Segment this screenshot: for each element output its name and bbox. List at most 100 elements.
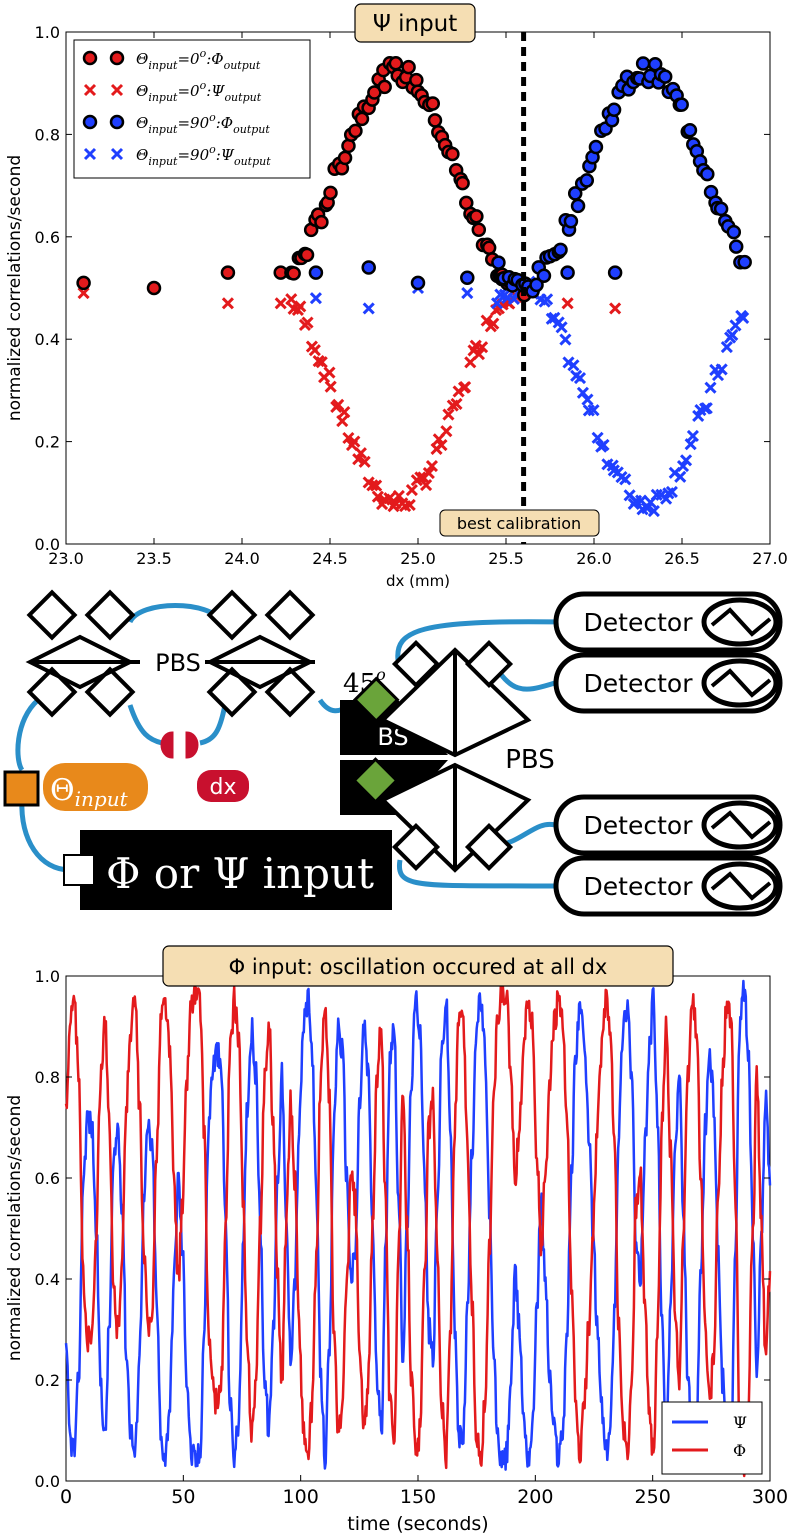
data-point bbox=[366, 479, 379, 492]
chart2-ylabel: normalized correlations/second bbox=[5, 1095, 25, 1361]
y-tick-label: 0.6 bbox=[35, 1169, 60, 1188]
fiber-to-dx-left bbox=[127, 704, 163, 746]
x-tick-label: 25.5 bbox=[488, 549, 524, 568]
data-point bbox=[427, 113, 443, 128]
pbs-block bbox=[84, 589, 136, 641]
y-tick-label: 0.0 bbox=[35, 535, 60, 554]
data-point bbox=[541, 293, 554, 306]
data-point bbox=[420, 478, 433, 492]
data-point bbox=[422, 466, 435, 480]
y-tick-label: 0.2 bbox=[35, 433, 60, 452]
data-point bbox=[471, 222, 487, 238]
data-point bbox=[314, 214, 329, 230]
source-label: Φ or Ψ input bbox=[106, 849, 374, 898]
source-block: Φ or Ψ input bbox=[63, 830, 392, 910]
data-point bbox=[606, 102, 622, 117]
data-point bbox=[455, 175, 470, 191]
pbs-right-assembly bbox=[379, 639, 532, 873]
data-point bbox=[286, 266, 301, 281]
x-tick-label: 150 bbox=[400, 1486, 436, 1508]
chart-phi-input: 0 50 100 150 200 250 300 0.0 0.2 0.4 0.6 0.8 1.0 ti… bbox=[5, 945, 788, 1535]
legend-label: Θinput=0o:Φoutput bbox=[136, 47, 261, 72]
bs-input-port bbox=[352, 676, 400, 724]
fiber-left-upper bbox=[15, 698, 40, 772]
data-point bbox=[679, 454, 693, 467]
x-tick-label: 26.0 bbox=[576, 549, 612, 568]
data-point bbox=[597, 438, 610, 451]
dx-half-right bbox=[185, 731, 199, 759]
pbs-block bbox=[26, 589, 78, 641]
detector: Detector bbox=[553, 855, 783, 917]
data-point bbox=[491, 255, 506, 270]
data-point bbox=[657, 69, 673, 84]
data-point bbox=[76, 275, 91, 291]
data-point bbox=[324, 380, 337, 393]
data-point bbox=[607, 265, 623, 280]
data-point bbox=[220, 265, 236, 280]
y-tick-label: 0.6 bbox=[35, 228, 60, 247]
x-tick-label: 26.5 bbox=[664, 549, 700, 568]
data-point bbox=[459, 381, 472, 394]
optical-setup-diagram: PBS dx Θinput Φ or Ψ input 45o bbox=[3, 589, 783, 917]
detector-wave-icon bbox=[710, 607, 772, 637]
data-point bbox=[536, 268, 552, 283]
detector-group: Detector Detector Detector Detector bbox=[553, 591, 783, 917]
data-point bbox=[342, 431, 355, 445]
data-point bbox=[726, 224, 742, 240]
data-point bbox=[370, 479, 383, 492]
chart-psi-input: 23.0 23.5 24.0 24.5 25.0 25.5 26.0 26.5 27.0 0.0… bbox=[5, 3, 788, 590]
data-point bbox=[700, 402, 713, 415]
pbs-right-port bbox=[464, 639, 514, 689]
y-tick-label: 0.2 bbox=[35, 1371, 60, 1390]
data-point bbox=[221, 297, 234, 310]
data-point bbox=[354, 447, 367, 460]
data-point bbox=[713, 201, 729, 217]
legend-entry: Θinput=90o:Φoutput bbox=[82, 111, 270, 136]
data-point bbox=[83, 83, 97, 97]
detector-label: Detector bbox=[584, 811, 694, 840]
x-tick-label: 27.0 bbox=[752, 549, 788, 568]
data-point bbox=[323, 185, 338, 201]
data-point bbox=[348, 435, 361, 448]
y-tick-label: 1.0 bbox=[35, 967, 60, 986]
data-point bbox=[361, 260, 376, 275]
data-point bbox=[77, 287, 90, 300]
data-point bbox=[609, 302, 622, 315]
best-calibration-box bbox=[439, 509, 600, 537]
fiber-det1 bbox=[395, 619, 561, 661]
data-point bbox=[405, 483, 418, 497]
data-point bbox=[338, 405, 351, 419]
data-point bbox=[82, 50, 98, 66]
data-point bbox=[299, 247, 315, 263]
source-port bbox=[63, 854, 95, 886]
x-tick-label: 23.5 bbox=[136, 549, 172, 568]
data-point bbox=[587, 404, 600, 417]
data-point bbox=[83, 147, 97, 161]
pbs-block bbox=[84, 666, 136, 718]
data-point bbox=[110, 147, 124, 161]
chart2-legend-box bbox=[661, 1401, 763, 1475]
data-point bbox=[469, 209, 484, 224]
data-point bbox=[315, 356, 328, 369]
x-tick-label: 100 bbox=[283, 1486, 319, 1508]
data-point bbox=[581, 393, 594, 406]
data-point bbox=[563, 214, 579, 229]
data-point bbox=[476, 341, 489, 354]
x-tick-label: 24.5 bbox=[312, 549, 348, 568]
legend-label: Θinput=90o:Φoutput bbox=[136, 111, 270, 136]
x-tick-label: 300 bbox=[752, 1486, 788, 1508]
detector-wave-icon bbox=[710, 810, 772, 840]
pbs-left-assembly bbox=[25, 589, 316, 718]
x-tick-label: 250 bbox=[635, 1486, 671, 1508]
pbs-block bbox=[26, 666, 78, 718]
theta-input-bg bbox=[43, 763, 148, 811]
pbs-right-label: PBS bbox=[505, 745, 555, 775]
data-point bbox=[377, 79, 392, 95]
pbs-right-port bbox=[464, 822, 514, 872]
data-point bbox=[274, 297, 287, 310]
data-point bbox=[464, 356, 477, 369]
y-tick-label: 0.4 bbox=[35, 330, 60, 349]
data-point bbox=[336, 414, 349, 428]
data-point bbox=[445, 146, 460, 162]
chart2-y-ticks: 0.0 0.2 0.4 0.6 0.8 1.0 bbox=[35, 967, 770, 1491]
